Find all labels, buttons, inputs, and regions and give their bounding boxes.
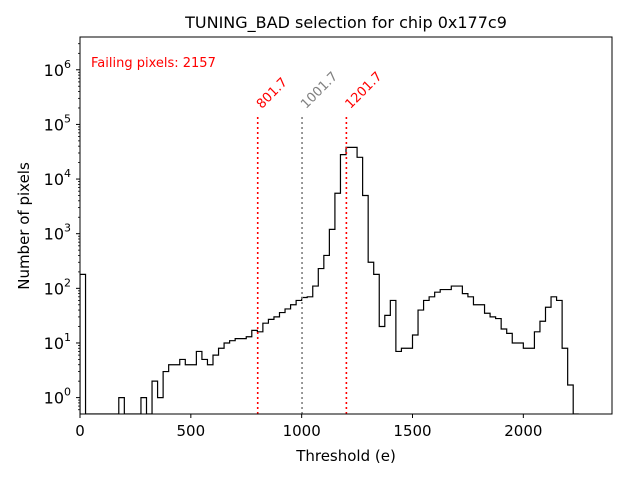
- y-tick-label: 104: [44, 167, 71, 189]
- x-tick-label: 0: [75, 422, 85, 440]
- x-tick-label: 2000: [504, 422, 542, 440]
- x-tick-label: 500: [177, 422, 206, 440]
- failing-pixels-annotation: Failing pixels: 2157: [91, 56, 216, 71]
- y-tick-label: 102: [44, 276, 71, 298]
- x-tick-label: 1500: [393, 422, 431, 440]
- chart-title: TUNING_BAD selection for chip 0x177c9: [184, 13, 507, 33]
- x-tick-label: 1000: [283, 422, 321, 440]
- histogram-series: [80, 146, 579, 414]
- y-tick-label: 101: [44, 331, 71, 353]
- plot-frame: [79, 36, 613, 415]
- y-tick-label: 106: [44, 58, 71, 80]
- plot-area: [80, 114, 579, 414]
- y-tick-label: 100: [44, 386, 71, 408]
- y-tick-label: 105: [44, 112, 71, 134]
- x-axis-label: Threshold (e): [295, 447, 396, 465]
- y-tick-label: 103: [44, 222, 71, 244]
- y-axis-label: Number of pixels: [15, 162, 33, 290]
